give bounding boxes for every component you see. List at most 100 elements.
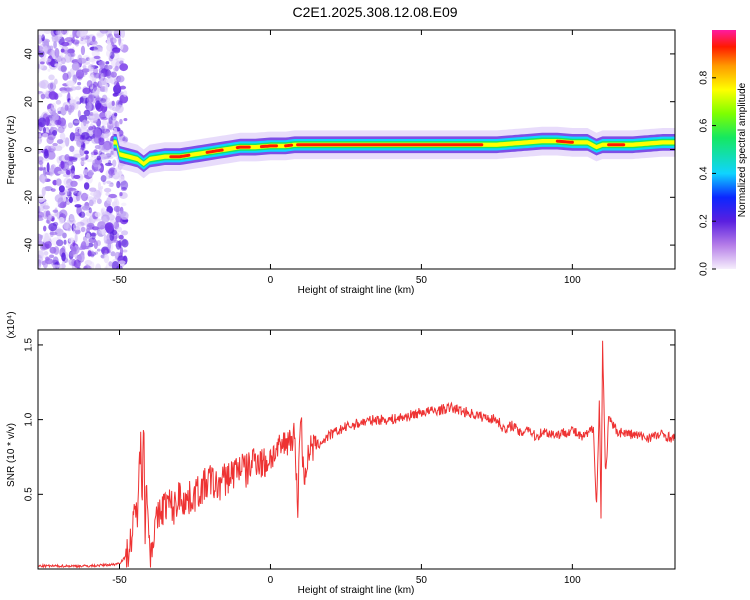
spectrogram-noise-speck xyxy=(88,207,92,214)
spectrogram-noise-speck xyxy=(109,51,115,60)
spectrogram-noise-speck xyxy=(54,47,60,58)
spectrogram-noise-speck xyxy=(92,67,99,75)
spectrogram-noise-speck xyxy=(38,149,42,154)
spectrogram-noise-speck xyxy=(56,239,64,247)
spectrogram-noise-speck xyxy=(100,207,106,214)
spectrogram-noise-speck xyxy=(98,77,104,88)
spectrogram-noise-speck xyxy=(110,251,116,257)
spectrogram-noise-speck xyxy=(109,231,115,242)
spectrogram-noise-speck xyxy=(98,70,102,80)
snr-ylabel: SNR (10 * v/v) xyxy=(6,423,17,487)
spectrogram-noise-speck xyxy=(64,87,74,93)
spectrogram-noise-speck xyxy=(52,112,59,122)
spectrogram-noise-speck xyxy=(66,169,71,175)
spectrogram-noise-speck xyxy=(107,120,114,130)
spectrogram-noise-speck xyxy=(101,120,109,126)
spectrogram-noise-speck xyxy=(120,180,129,190)
spectrogram-noise-speck xyxy=(84,226,90,234)
spectrogram-band-core xyxy=(284,143,294,148)
spectrogram-noise-speck xyxy=(91,49,100,58)
spectrogram-noise-speck xyxy=(40,93,46,100)
spectrogram-noise-speck xyxy=(95,263,102,269)
spectrogram-noise-speck xyxy=(51,102,57,111)
spectrogram-noise-speck xyxy=(89,112,94,116)
spectrogram-noise-speck xyxy=(70,52,76,58)
spectrogram-noise-speck xyxy=(48,148,55,152)
spectrogram-noise-speck xyxy=(38,133,43,138)
spectrogram-noise-speck xyxy=(115,57,125,62)
spectrogram-ytick-label: 20 xyxy=(24,96,35,108)
spectrogram-noise-speck xyxy=(58,216,65,224)
spectrogram-noise-speck xyxy=(105,78,114,84)
spectrogram-noise-speck xyxy=(92,111,99,117)
spectrogram-noise-speck xyxy=(54,228,64,237)
snr-xtick-label: 50 xyxy=(416,575,428,586)
spectrogram-noise-speck xyxy=(61,57,66,65)
spectrogram-noise-speck xyxy=(119,85,127,90)
spectrogram-noise-speck xyxy=(118,234,124,240)
spectrogram-noise-speck xyxy=(38,233,43,243)
spectrogram-noise-speck xyxy=(105,61,110,65)
spectrogram-noise-speck xyxy=(110,71,117,78)
spectrogram-ytick-label: 40 xyxy=(24,48,35,60)
spectrogram-noise-speck xyxy=(66,80,76,87)
spectrogram-noise-speck xyxy=(103,187,112,193)
snr-panel: -50 0 50 100 0.5 1.0 1.5 Height of straight li… xyxy=(6,311,676,596)
colorbar-ticks: 0.0 0.2 0.4 0.6 0.8 xyxy=(699,70,716,276)
spectrogram-noise-speck xyxy=(112,118,118,129)
spectrogram-noise-speck xyxy=(105,169,112,180)
spectrogram-noise-speck xyxy=(47,68,51,72)
spectrogram-noise-speck xyxy=(67,228,71,232)
spectrogram-noise-speck xyxy=(94,145,101,150)
spectrogram-noise-speck xyxy=(42,40,50,48)
spectrogram-noise-speck xyxy=(86,158,94,163)
spectrogram-noise-speck xyxy=(111,261,120,269)
spectrogram-noise-speck xyxy=(77,81,82,86)
spectrogram-noise-speck xyxy=(54,63,61,67)
spectrogram-noise-speck xyxy=(80,241,87,250)
spectrogram-noise-speck xyxy=(96,198,102,205)
spectrogram-noise-speck xyxy=(82,217,89,225)
spectrogram-noise-speck xyxy=(118,260,126,265)
spectrogram-noise-speck xyxy=(71,246,77,255)
spectrogram-xtick-label: -50 xyxy=(112,275,127,286)
spectrogram-noise-speck xyxy=(63,30,69,36)
spectrogram-noise-speck xyxy=(56,139,64,144)
spectrogram-noise-speck xyxy=(50,81,56,90)
spectrogram-noise-speck xyxy=(83,109,91,117)
spectrogram-noise-speck xyxy=(48,74,55,81)
spectrogram-noise-speck xyxy=(101,124,107,133)
spectrogram-noise-speck xyxy=(108,174,113,178)
spectrogram-noise-speck xyxy=(88,169,93,178)
spectrogram-noise-speck xyxy=(59,209,68,219)
spectrogram-noise-speck xyxy=(39,248,48,259)
spectrogram-noise-speck xyxy=(66,160,74,166)
spectrogram-noise-speck xyxy=(106,69,112,79)
spectrogram-noise-speck xyxy=(64,153,70,161)
spectrogram-noise-speck xyxy=(83,119,87,127)
colorbar-gradient xyxy=(712,30,736,269)
spectrogram-noise-speck xyxy=(61,122,67,130)
spectrogram-noise-speck xyxy=(103,156,110,160)
spectrogram-noise-speck xyxy=(92,197,97,203)
spectrogram-noise-speck xyxy=(52,209,59,213)
spectrogram-noise-speck xyxy=(73,120,80,124)
snr-yscale-label: (x10⁴) xyxy=(6,311,17,338)
spectrogram-noise-speck xyxy=(69,214,75,221)
spectrogram-noise-speck xyxy=(88,57,96,63)
spectrogram-noise-speck xyxy=(101,125,105,134)
spectrogram-ytick-label: -20 xyxy=(24,190,35,205)
spectrogram-noise-speck xyxy=(99,59,105,70)
colorbar-tick-label: 0.4 xyxy=(699,166,710,180)
spectrogram-noise-speck xyxy=(107,64,113,70)
spectrogram-noise-speck xyxy=(50,188,56,192)
spectrogram-noise-speck xyxy=(38,30,45,39)
spectrogram-noise-speck xyxy=(120,30,126,39)
spectrogram-noise-speck xyxy=(87,250,92,257)
spectrogram-noise-speck xyxy=(94,251,98,255)
spectrogram-noise-speck xyxy=(114,167,122,177)
spectrogram-noise-speck xyxy=(38,45,44,51)
spectrogram-noise-speck xyxy=(121,202,127,207)
spectrogram-noise-speck xyxy=(57,110,62,114)
